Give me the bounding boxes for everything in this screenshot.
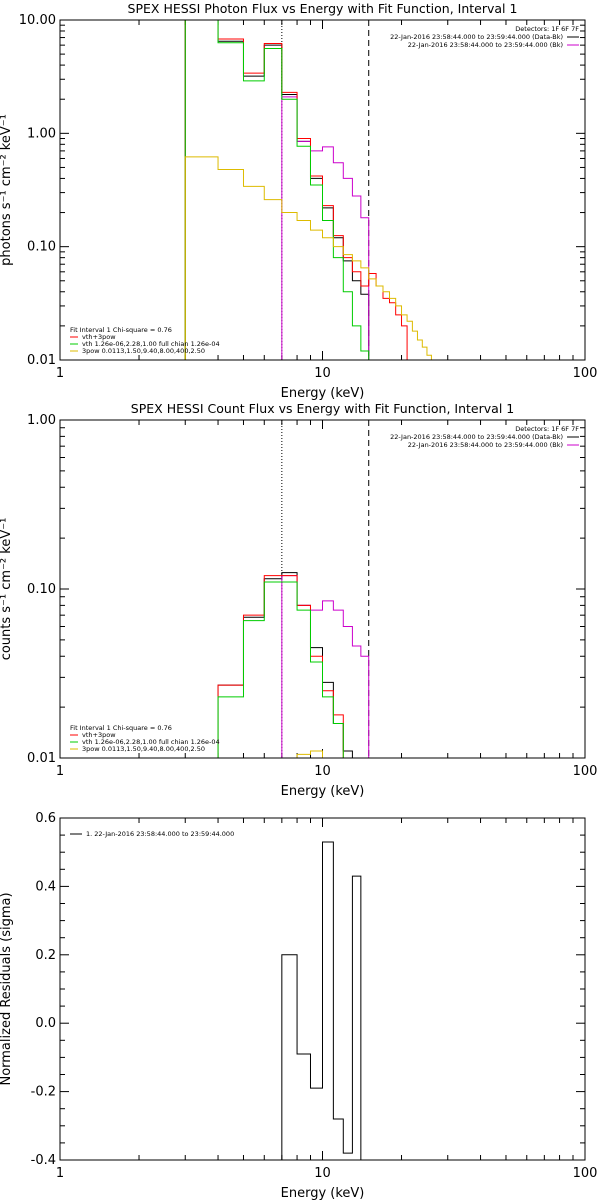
series-line: [184, 20, 408, 360]
y-axis-title: Normalized Residuals (sigma): [0, 892, 14, 1085]
series-group: [281, 841, 362, 1160]
x-tick-label: 100: [573, 764, 598, 779]
series-line: [184, 20, 370, 360]
series-line: [217, 581, 370, 758]
legend-entry-label: 22-Jan-2016 23:58:44.000 to 23:59:44.000…: [408, 41, 563, 49]
plot-frame: [59, 817, 586, 1161]
series-group: [217, 420, 370, 758]
x-tick-label: 1: [56, 366, 64, 381]
y-tick-label: 0.0: [35, 1016, 56, 1031]
y-tick-label: 10.00: [19, 13, 56, 28]
chart-title: SPEX HESSI Count Flux vs Energy with Fit…: [131, 401, 514, 416]
fit-info-label: vth+3pow: [82, 731, 116, 739]
x-tick-label: 10: [314, 764, 331, 779]
legend-header: Detectors: 1F 6F 7F: [515, 25, 579, 33]
y-tick-label: 0.01: [27, 751, 56, 766]
fit-info-label: vth+3pow: [82, 333, 116, 341]
fit-info-label: vth 1.26e-06,2.28,1.00 full chian 1.26e-…: [82, 738, 220, 746]
legend-header: Detectors: 1F 6F 7F: [515, 425, 579, 433]
fit-info-label: vth 1.26e-06,2.28,1.00 full chian 1.26e-…: [82, 340, 220, 348]
y-tick-label: 0.4: [35, 879, 56, 894]
series-line: [281, 575, 370, 758]
plot-frame: [59, 419, 586, 759]
legend-entry-label: 22-Jan-2016 23:58:44.000 to 23:59:44.000…: [408, 441, 563, 449]
x-tick-label: 10: [314, 1166, 331, 1181]
x-tick-label: 1: [56, 1166, 64, 1181]
y-tick-label: 1.00: [27, 413, 56, 428]
y-tick-label: 0.6: [35, 811, 56, 826]
x-tick-label: 100: [573, 366, 598, 381]
fit-info: Fit Interval 1 Chi-square = 0.76vth+3pow…: [70, 724, 220, 753]
x-tick-label: 1: [56, 764, 64, 779]
series-line: [281, 841, 362, 1160]
fit-info: Fit Interval 1 Chi-square = 0.76vth+3pow…: [70, 326, 220, 355]
chart-panel-3: 1 10 100 -0.4 -0.2 0.0 0.2 0.4 0.6 Energy (keV) No…: [0, 811, 597, 1200]
y-tick-label: -0.2: [31, 1085, 56, 1100]
legend-entry-label: 22-Jan-2016 23:58:44.000 to 23:59:44.000…: [390, 433, 563, 441]
fit-info-header: Fit Interval 1 Chi-square = 0.76: [70, 724, 172, 732]
series-line: [184, 156, 437, 360]
legend: 1. 22-Jan-2016 23:58:44.000 to 23:59:44.…: [70, 830, 234, 838]
x-tick-label: 10: [314, 366, 331, 381]
y-tick-label: 0.01: [27, 353, 56, 368]
x-tick-label: 100: [573, 1166, 598, 1181]
x-axis-title: Energy (keV): [281, 784, 365, 799]
series-line: [217, 575, 370, 758]
y-tick-label: -0.4: [31, 1153, 56, 1168]
fit-info-label: 3pow 0.0113,1.50,9.40,8.00,400,2.50: [82, 745, 205, 753]
x-axis-title: Energy (keV): [281, 1186, 365, 1200]
series-line: [184, 20, 370, 360]
series-line: [217, 572, 370, 758]
legend-entry-label: 22-Jan-2016 23:58:44.000 to 23:59:44.000…: [390, 33, 563, 41]
y-tick-label: 1.00: [27, 126, 56, 141]
series-line: [281, 96, 370, 360]
legend-entry-label: 1. 22-Jan-2016 23:58:44.000 to 23:59:44.…: [86, 830, 234, 838]
y-axis-title: photons s⁻¹ cm⁻² keV⁻¹: [0, 114, 14, 266]
chart-panel-1: SPEX HESSI Photon Flux vs Energy with Fi…: [0, 1, 597, 401]
fit-info-header: Fit Interval 1 Chi-square = 0.76: [70, 326, 172, 334]
y-tick-label: 0.2: [35, 948, 56, 963]
plot-frame: [59, 19, 586, 361]
series-group: [184, 20, 437, 360]
x-axis-title: Energy (keV): [281, 386, 365, 401]
y-tick-label: 0.10: [27, 240, 56, 255]
y-axis-title: counts s⁻¹ cm⁻² keV⁻¹: [0, 518, 14, 661]
fit-info-label: 3pow 0.0113,1.50,9.40,8.00,400,2.50: [82, 347, 205, 355]
chart-title: SPEX HESSI Photon Flux vs Energy with Fi…: [128, 1, 518, 16]
series-line: [281, 750, 370, 758]
y-tick-label: 0.10: [27, 582, 56, 597]
chart-panel-2: SPEX HESSI Count Flux vs Energy with Fit…: [0, 401, 597, 799]
